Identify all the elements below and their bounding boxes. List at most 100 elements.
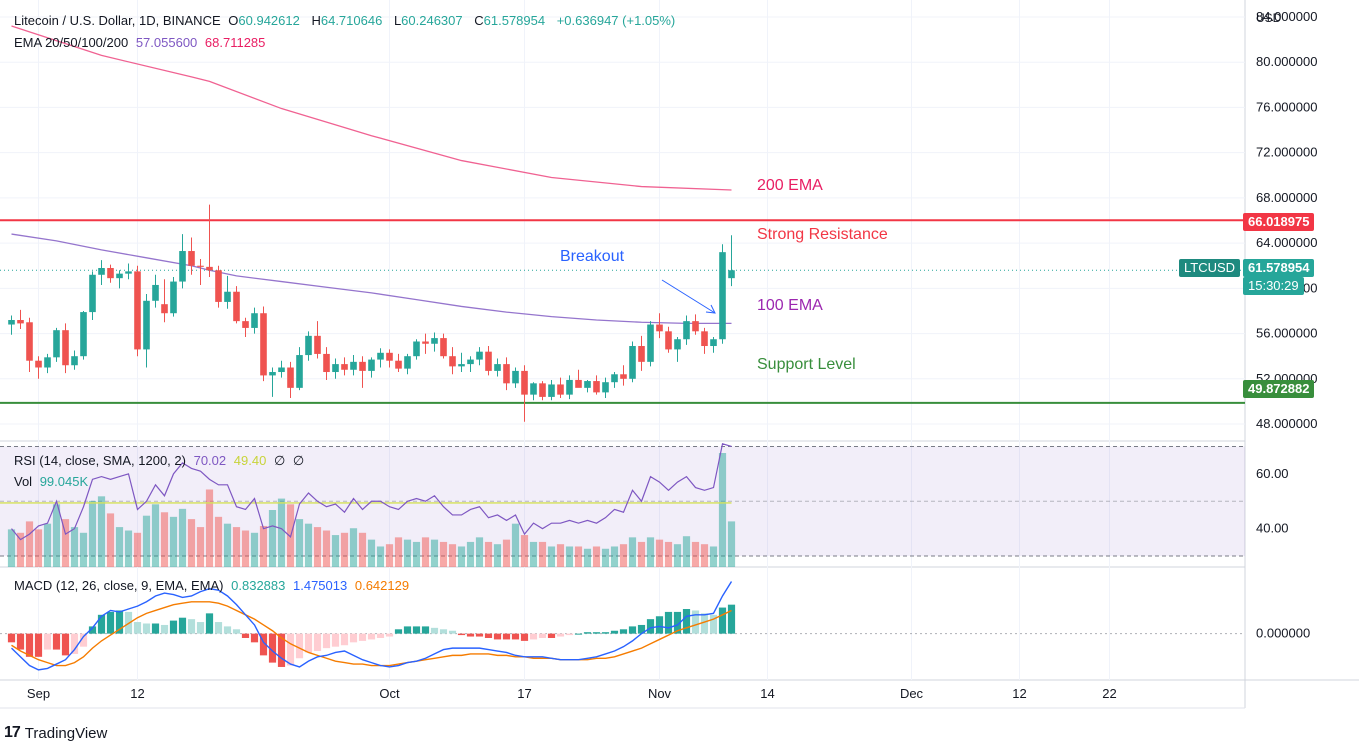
high-label: H [311,13,321,28]
candle-body [620,374,627,379]
volume-bar [439,541,448,567]
candle-body [134,271,141,350]
macd-hist-bar [304,633,313,653]
symbol-title[interactable]: Litecoin / U.S. Dollar, 1D, BINANCE [14,13,221,28]
volume-bar [79,532,88,567]
macd-hist-bar [70,633,79,654]
macd-hist-bar [160,624,169,634]
volume-bar [205,489,214,567]
candle-body [107,267,114,279]
volume-bar [313,527,322,567]
volume-bar [619,544,628,567]
ema-value-2: 68.711285 [204,35,266,50]
macd-hist-value: 0.832883 [231,578,286,593]
volume-bar [241,530,250,567]
volume-bar [97,496,106,567]
x-tick-label: 14 [760,686,774,701]
macd-hist-bar [511,633,520,640]
candle-body [341,364,348,370]
currency-label: USD [1256,11,1282,25]
candle-body [440,338,447,357]
breakout-annotation[interactable]: Breakout [560,248,625,265]
macd-hist-bar [448,630,457,634]
candle-body [26,322,33,361]
macd-hist-bar [502,633,511,640]
open-label: O [228,13,239,28]
macd-hist-bar [385,633,394,637]
breakout-arrow-head-icon [705,304,716,314]
macd-hist-bar [718,607,727,634]
volume-bar [511,523,520,567]
candle-body [278,367,285,373]
candle-body [62,330,69,366]
resistance-annotation[interactable]: Strong Resistance [757,226,888,243]
candle-body [548,384,555,397]
volume-bar [691,541,700,567]
macd-tick-label: 0.000000 [1256,626,1310,641]
candle-body [692,321,699,332]
volume-legend[interactable]: Vol 99.045K [14,474,92,489]
macd-hist-bar [232,629,241,634]
rsi-empty-2: ∅ [292,453,305,468]
ema100-annotation[interactable]: 100 EMA [757,297,823,314]
candle-body [629,346,636,379]
support-annotation[interactable]: Support Level [757,356,856,373]
rsi-ma-value: 49.40 [233,453,267,468]
volume-bar [538,541,547,567]
macd-hist-bar [673,611,682,634]
x-tick-label: Oct [379,686,400,701]
rsi-legend[interactable]: RSI (14, close, SMA, 1200, 2) 70.02 49.4… [14,453,308,469]
macd-hist-bar [727,604,736,634]
macd-hist-bar [7,633,16,643]
ema200-annotation[interactable]: 200 EMA [757,177,823,194]
candle-body [287,367,294,388]
macd-hist-bar [349,633,358,643]
macd-legend[interactable]: MACD (12, 26, close, 9, EMA, EMA) 0.8328… [14,578,413,593]
macd-hist-bar [358,633,367,641]
macd-hist-bar [133,622,142,634]
volume-bar [484,541,493,567]
x-tick-label: 17 [517,686,531,701]
candle-body [80,312,87,357]
macd-hist-bar [439,629,448,634]
volume-bar [214,516,223,567]
close-value: 61.578954 [483,13,546,28]
candle-body [593,381,600,393]
macd-hist-bar [16,633,25,650]
candle-body [368,359,375,371]
candle-body [314,335,321,354]
macd-hist-bar [394,629,403,634]
x-tick-label: Dec [900,686,924,701]
macd-hist-bar [79,633,88,647]
candle-body [467,359,474,365]
macd-hist-bar [259,633,268,656]
volume-bar [124,530,133,567]
candle-body [116,273,123,279]
macd-hist-bar [25,633,34,657]
volume-bar [646,537,655,567]
macd-hist-bar [547,633,556,638]
candle-body [656,324,663,332]
macd-hist-bar [106,611,115,634]
volume-bar [655,539,664,567]
volume-bar [601,548,610,567]
candle-body [170,281,177,314]
ema-legend[interactable]: EMA 20/50/100/200 57.055600 68.711285 [14,35,269,50]
volume-bar [475,537,484,567]
volume-bar [232,527,241,567]
volume-bar [142,515,151,567]
macd-hist-bar [457,633,466,636]
volume-bar [16,532,25,567]
volume-bar [502,539,511,567]
volume-bar [295,519,304,567]
volume-bar [115,527,124,567]
volume-bar [106,513,115,567]
macd-hist-bar [529,633,538,640]
macd-hist-bar [682,609,691,634]
candle-body [665,331,672,350]
candle-body [431,338,438,344]
symbol-tag: LTCUSD [1179,259,1241,277]
macd-hist-bar [637,624,646,634]
tradingview-brand[interactable]: 17 TradingView [4,724,107,742]
